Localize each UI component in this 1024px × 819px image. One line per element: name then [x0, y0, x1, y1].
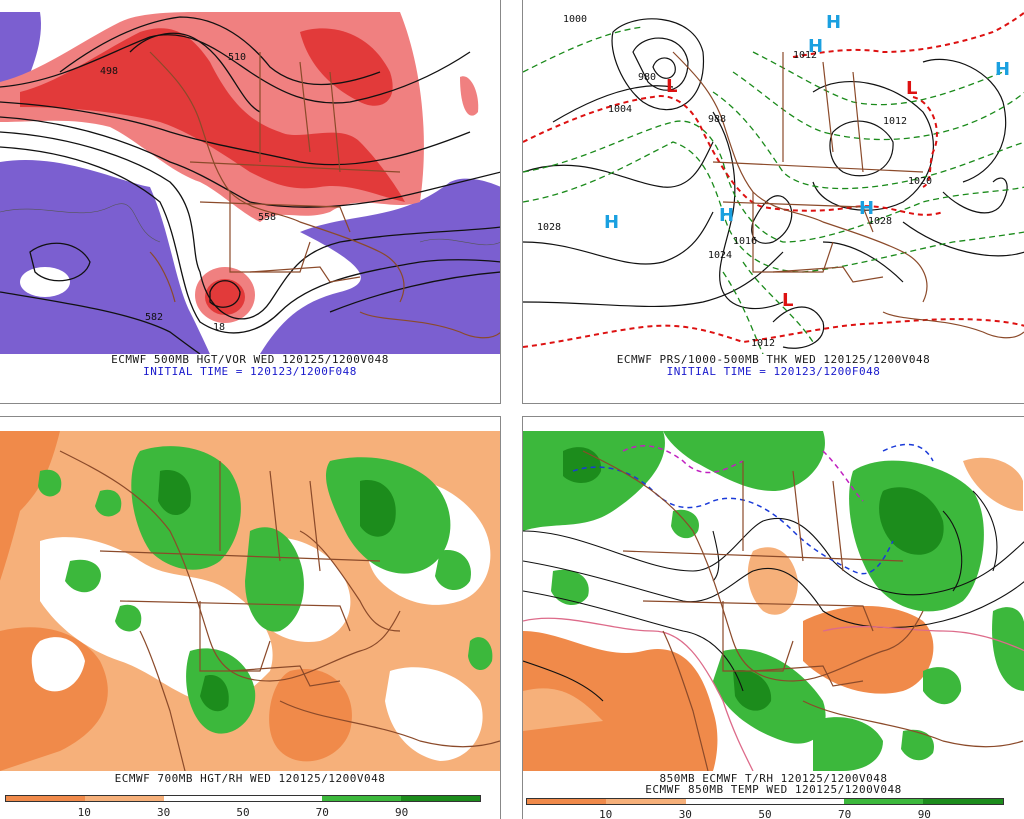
colorbar-label: 30: [157, 806, 171, 819]
isobar-label: 1012: [793, 50, 817, 61]
isobar-label: 1012: [751, 338, 775, 349]
isobar-label: 1020: [908, 176, 932, 187]
isobar-label: 1028: [868, 216, 892, 227]
caption-title: 850MB ECMWF T/RH 120125/1200V048: [659, 772, 888, 785]
colorbar-label: 90: [395, 806, 409, 819]
colorbar-label: 50: [236, 806, 250, 819]
isobar-label: 1012: [883, 116, 907, 127]
map-500mb-vorticity: 498 510 558 582 18: [0, 12, 500, 354]
map-mslp-thickness: 1000 980 1004 988 1028 1012 1020 1028 10…: [523, 12, 1024, 354]
panel-mslp-thickness: 1000 980 1004 988 1028 1012 1020 1028 10…: [522, 0, 1024, 404]
caption-title: ECMWF 700MB HGT/RH WED 120125/1200V048: [114, 772, 386, 785]
panel-850mb-t-rh: 850MB ECMWF T/RH 120125/1200V048 ECMWF 8…: [522, 416, 1024, 819]
colorbar-label: 10: [599, 808, 613, 819]
high-pressure-symbol: H: [604, 212, 619, 233]
isobar-label: 980: [638, 72, 656, 83]
colorbar-label: 30: [678, 808, 692, 819]
high-pressure-symbol: H: [995, 59, 1010, 80]
high-pressure-symbol: H: [826, 12, 841, 33]
colorbar-label: 50: [758, 808, 772, 819]
low-pressure-symbol: L: [666, 76, 677, 97]
caption-subtitle: ECMWF 850MB TEMP WED 120125/1200V048: [645, 783, 902, 796]
isobar-label: 988: [708, 114, 726, 125]
isobar-label: 1000: [563, 14, 587, 25]
vort-negative-region: [0, 159, 210, 354]
high-pressure-symbol: H: [859, 198, 874, 219]
map-700mb-rh: [0, 431, 500, 771]
contour-label: 582: [145, 312, 163, 323]
colorbar-label: 90: [917, 808, 931, 819]
map-850mb-temp-rh: [523, 431, 1024, 771]
colorbar: [5, 795, 481, 802]
isobar-label: 1004: [608, 104, 632, 115]
contour-label: 510: [228, 52, 246, 63]
caption-title: ECMWF PRS/1000-500MB THK WED 120125/1200…: [616, 353, 931, 366]
caption-initial-time: INITIAL TIME = 120123/1200F048: [666, 365, 881, 378]
isobar-label: 1028: [537, 222, 561, 233]
colorbar-label: 10: [77, 806, 91, 819]
caption-title: ECMWF 500MB HGT/VOR WED 120125/1200V048: [111, 353, 389, 366]
panel-700mb-hgt-rh: ECMWF 700MB HGT/RH WED 120125/1200V048 1…: [0, 416, 501, 819]
low-pressure-symbol: L: [906, 78, 917, 99]
panel-500mb-hgt-vor: 498 510 558 582 18 ECMWF 500MB HGT/VOR W…: [0, 0, 501, 404]
contour-label: 18: [213, 322, 225, 333]
contour-label: 498: [100, 66, 118, 77]
caption-initial-time: INITIAL TIME = 120123/1200F048: [143, 365, 357, 378]
vort-negative-region-east: [260, 178, 500, 354]
low-pressure-symbol: L: [782, 290, 793, 311]
contour-label: 558: [258, 212, 276, 223]
colorbar: [526, 798, 1004, 805]
high-pressure-symbol: H: [808, 36, 823, 57]
colorbar-label: 70: [315, 806, 329, 819]
isobar-label: 1016: [733, 236, 757, 247]
colorbar-label: 70: [838, 808, 852, 819]
isobar-label: 1024: [708, 250, 732, 261]
high-pressure-symbol: H: [719, 205, 734, 226]
